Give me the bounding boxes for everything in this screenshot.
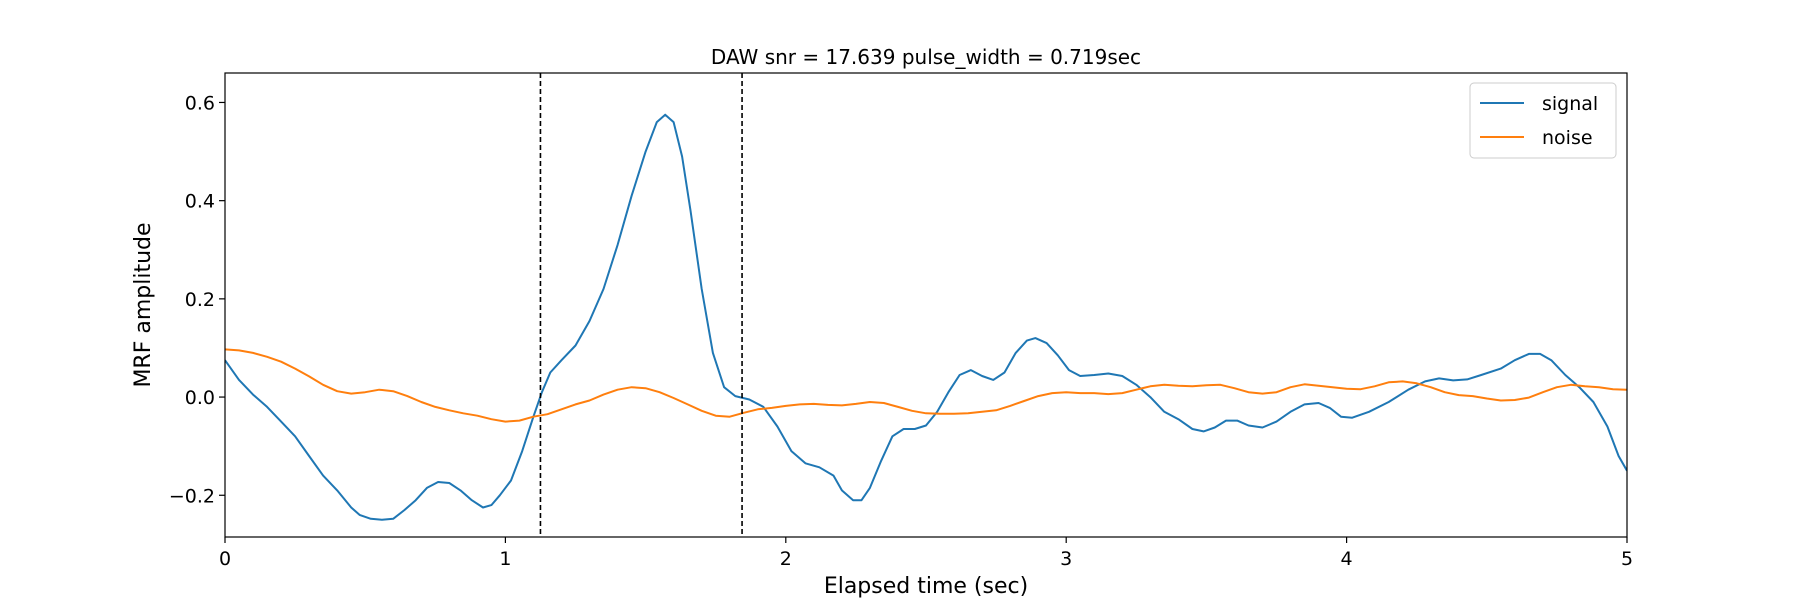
legend: signal noise	[1469, 82, 1617, 159]
x-tick-label: 2	[780, 548, 792, 570]
plot-frame	[224, 72, 1628, 538]
series-line-noise	[225, 348, 1627, 423]
x-tick-label: 5	[1621, 548, 1633, 570]
x-axis-label: Elapsed time (sec)	[824, 574, 1028, 599]
series-line-signal	[225, 113, 1627, 521]
legend-box	[1469, 82, 1617, 159]
y-tick-label: 0.2	[185, 289, 215, 311]
x-tick-label: 3	[1060, 548, 1072, 570]
y-tick-label: 0.4	[185, 191, 215, 213]
y-tick-label: −0.2	[169, 485, 215, 507]
chart-title: DAW snr = 17.639 pulse_width = 0.719sec	[711, 45, 1141, 69]
legend-label-signal: signal	[1542, 93, 1598, 115]
x-tick-label: 4	[1341, 548, 1353, 570]
y-tick-label: 0.6	[185, 92, 215, 114]
x-tick-label: 0	[219, 548, 231, 570]
y-axis-label: MRF amplitude	[131, 222, 156, 387]
x-tick-label: 1	[499, 548, 511, 570]
y-tick-label: 0.0	[185, 387, 215, 409]
legend-label-noise: noise	[1542, 127, 1593, 149]
